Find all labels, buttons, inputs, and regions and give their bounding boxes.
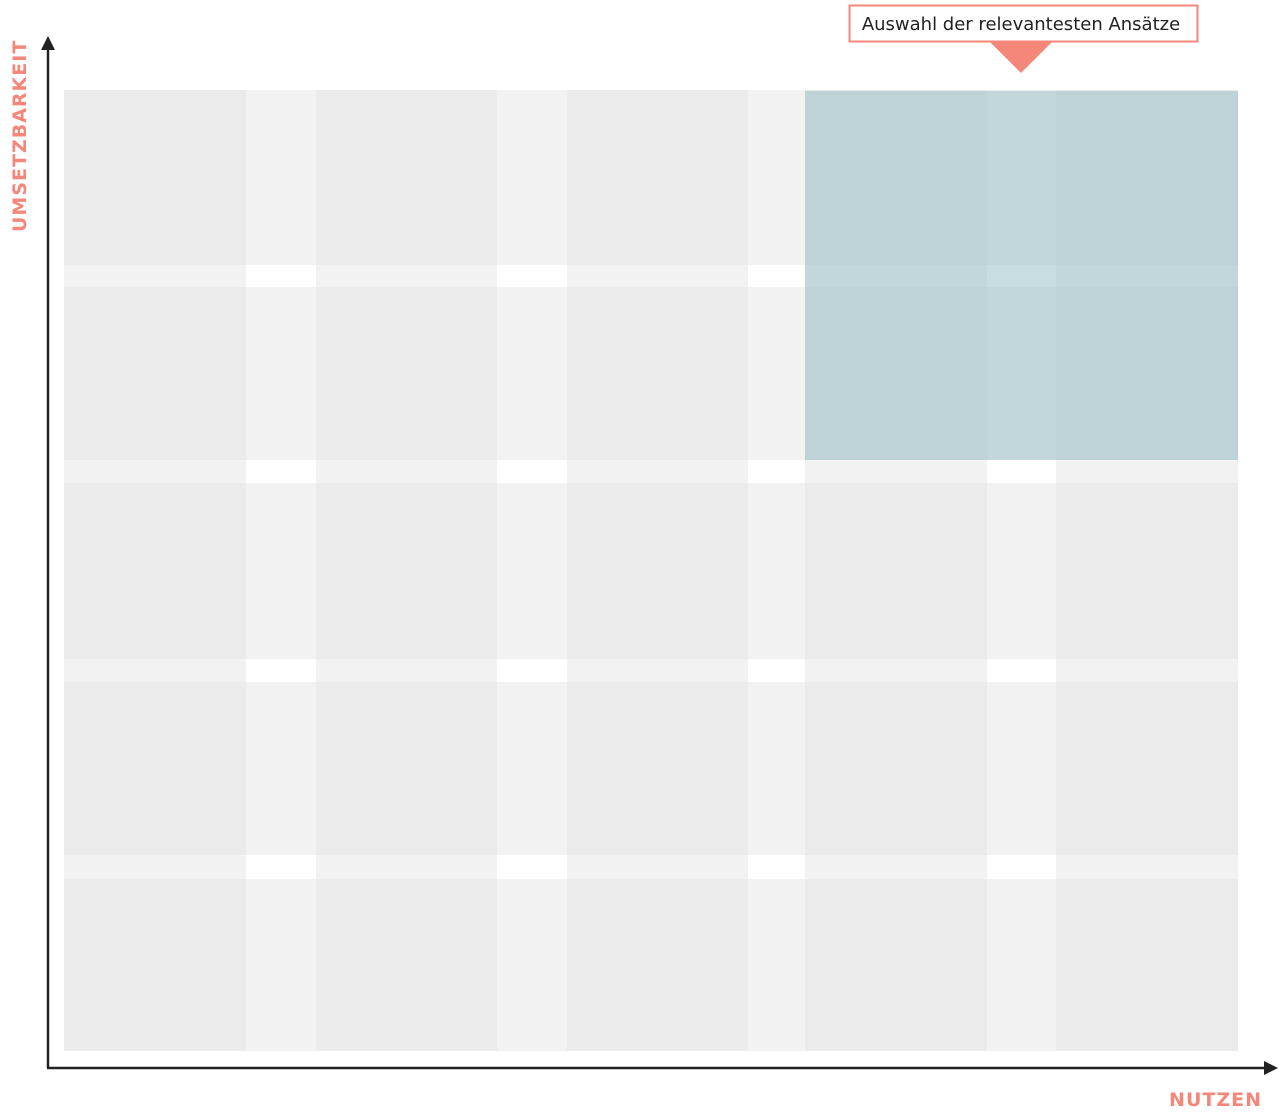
callout-pointer — [990, 42, 1052, 73]
grid-cell — [567, 483, 748, 659]
grid-intersection — [497, 460, 567, 483]
grid-cell — [805, 682, 987, 855]
grid-cell — [567, 90, 748, 265]
grid-cell — [64, 879, 246, 1051]
x-axis-label: NUTZEN — [1169, 1089, 1262, 1111]
y-axis-arrow — [41, 36, 55, 50]
grid-cell — [1056, 682, 1238, 855]
grid-intersection — [497, 659, 567, 682]
grid-intersection — [748, 460, 805, 483]
grid-cell — [64, 90, 246, 265]
grid-intersection — [987, 855, 1056, 879]
callout-box — [848, 4, 1199, 43]
y-axis-label: UMSETZBARKEIT — [9, 40, 31, 232]
grid-cell — [316, 483, 497, 659]
grid-cell — [1056, 483, 1238, 659]
grid-intersection — [748, 265, 805, 287]
grid-cell — [64, 287, 246, 460]
grid-cell — [64, 483, 246, 659]
grid-cell — [567, 879, 748, 1051]
grid-cell — [64, 682, 246, 855]
highlight-area — [805, 91, 1238, 460]
grid-intersection — [987, 659, 1056, 682]
grid-cell — [805, 879, 987, 1051]
grid-intersection — [497, 265, 567, 287]
grid-cell — [805, 483, 987, 659]
grid-cell — [316, 90, 497, 265]
grid-cell — [567, 682, 748, 855]
grid-intersection — [246, 659, 316, 682]
grid-intersection — [497, 855, 567, 879]
grid-intersection — [987, 460, 1056, 483]
grid-cell — [316, 682, 497, 855]
grid-intersection — [246, 265, 316, 287]
x-axis-arrow — [1264, 1061, 1278, 1075]
grid-cell — [316, 287, 497, 460]
grid-intersection — [246, 460, 316, 483]
callout-text: Auswahl der relevantesten Ansätze — [862, 14, 1180, 35]
grid-cell — [567, 287, 748, 460]
grid-intersection — [748, 659, 805, 682]
grid-intersection — [748, 855, 805, 879]
grid-intersection — [246, 855, 316, 879]
grid-cell — [316, 879, 497, 1051]
grid-cell — [1056, 879, 1238, 1051]
